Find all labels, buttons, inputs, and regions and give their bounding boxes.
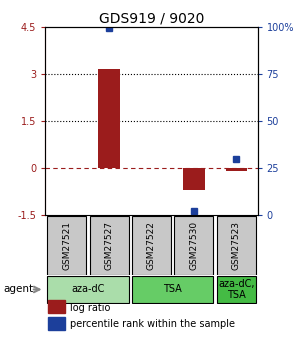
Text: GSM27530: GSM27530 bbox=[189, 220, 198, 270]
Bar bbox=[132, 276, 213, 303]
Bar bbox=[48, 317, 65, 330]
Bar bbox=[183, 168, 205, 190]
Bar bbox=[132, 216, 171, 275]
Text: TSA: TSA bbox=[163, 285, 182, 294]
Bar bbox=[47, 276, 128, 303]
Text: GSM27522: GSM27522 bbox=[147, 221, 156, 269]
Bar bbox=[47, 216, 86, 275]
Bar bbox=[90, 216, 128, 275]
Text: aza-dC: aza-dC bbox=[71, 285, 105, 294]
Bar bbox=[175, 216, 213, 275]
Bar bbox=[98, 69, 120, 168]
Title: GDS919 / 9020: GDS919 / 9020 bbox=[99, 12, 204, 26]
Bar bbox=[217, 216, 256, 275]
Bar bbox=[48, 300, 65, 313]
Text: agent: agent bbox=[3, 285, 33, 294]
Text: GSM27521: GSM27521 bbox=[62, 220, 71, 270]
Text: log ratio: log ratio bbox=[70, 303, 110, 313]
Bar bbox=[217, 276, 256, 303]
Text: GSM27523: GSM27523 bbox=[232, 220, 241, 270]
Bar bbox=[226, 168, 247, 171]
Text: percentile rank within the sample: percentile rank within the sample bbox=[70, 319, 235, 329]
Text: aza-dC,
TSA: aza-dC, TSA bbox=[218, 279, 255, 300]
Text: GSM27527: GSM27527 bbox=[105, 220, 114, 270]
